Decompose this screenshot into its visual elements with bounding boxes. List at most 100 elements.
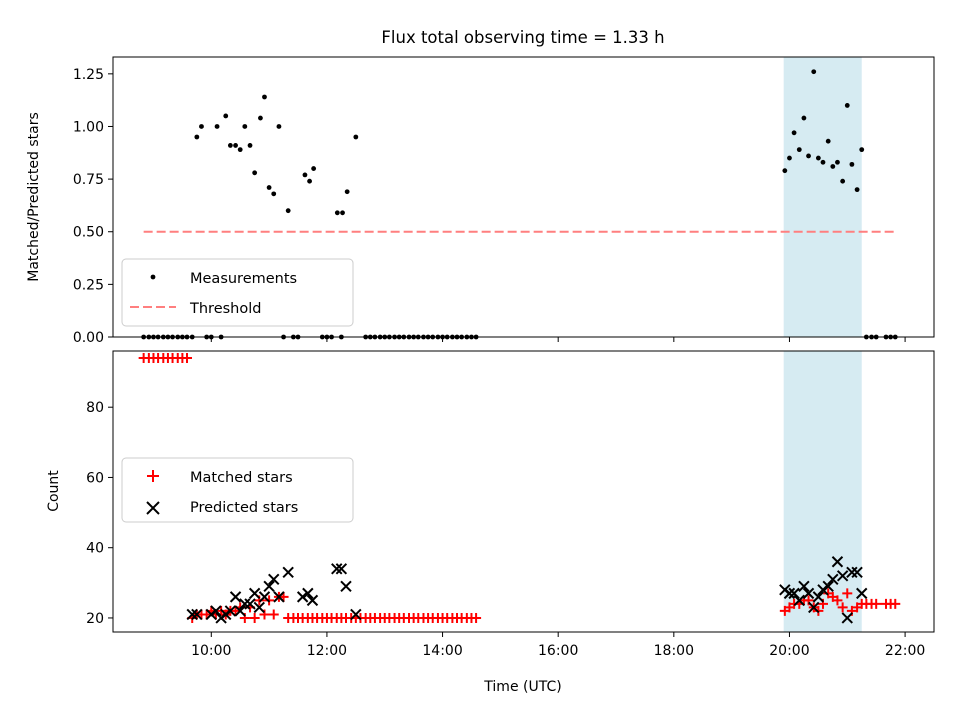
matched-stars-point bbox=[249, 612, 260, 623]
matched-stars-legend-marker bbox=[147, 470, 159, 482]
predicted-stars-point bbox=[841, 612, 853, 624]
predicted-stars-point bbox=[822, 580, 834, 593]
measurements-point bbox=[806, 153, 811, 159]
predicted-stars-point bbox=[268, 573, 280, 586]
measurements-point bbox=[233, 143, 238, 148]
measurements-point bbox=[844, 103, 850, 108]
y-tick-label: 60 bbox=[86, 470, 104, 486]
measurements-point bbox=[214, 124, 220, 129]
bottom-legend-box bbox=[121, 457, 354, 523]
predicted-stars-point bbox=[783, 587, 796, 600]
predicted-stars-point bbox=[258, 591, 271, 603]
predicted-stars-legend-label: Predicted stars bbox=[190, 500, 298, 516]
predicted-stars-point bbox=[802, 587, 815, 600]
y-tick-label: 0.50 bbox=[73, 225, 104, 241]
measurements-point bbox=[307, 178, 312, 184]
measurements-point bbox=[782, 168, 788, 174]
matched-stars-point bbox=[803, 595, 814, 606]
bottom-x-ticks: 10:00 12:00 14:00 16:00 18:00 20:00 22:00 bbox=[191, 632, 925, 659]
measurements-point bbox=[820, 159, 826, 165]
measurements-point bbox=[247, 143, 253, 148]
y-tick-label: 0.00 bbox=[73, 330, 104, 346]
measurements-point bbox=[825, 138, 831, 144]
measurements-legend-label: Measurements bbox=[190, 271, 297, 287]
measurements-point bbox=[854, 187, 860, 193]
measurements-point bbox=[262, 94, 267, 100]
predicted-stars-point bbox=[191, 608, 203, 621]
measurements-point bbox=[199, 124, 204, 129]
measurements-point bbox=[271, 191, 277, 197]
measurements-point bbox=[266, 185, 272, 190]
x-tick-label: 16:00 bbox=[538, 643, 578, 659]
y-tick-label: 0.75 bbox=[73, 172, 104, 188]
predicted-stars-point bbox=[856, 587, 868, 600]
bottom-highlight-band bbox=[783, 351, 862, 632]
threshold-legend-label: Threshold bbox=[189, 301, 261, 317]
predicted-stars-point bbox=[229, 591, 242, 603]
predicted-stars-point bbox=[239, 598, 251, 610]
measurements-legend-marker bbox=[150, 274, 156, 280]
predicted-stars-point bbox=[306, 594, 319, 607]
measurements-point bbox=[815, 155, 821, 161]
y-tick-label: 20 bbox=[86, 611, 104, 627]
bottom-y-ticks: 20 40 60 80 bbox=[86, 400, 113, 627]
predicted-stars-point bbox=[186, 608, 198, 621]
bottom-y-axis-label: Count bbox=[46, 470, 62, 512]
measurements-point bbox=[194, 134, 200, 140]
x-tick-label: 10:00 bbox=[191, 643, 231, 659]
predicted-stars-point bbox=[244, 598, 256, 610]
y-tick-label: 0.25 bbox=[73, 277, 104, 293]
measurements-point bbox=[787, 155, 792, 161]
measurements-point bbox=[849, 161, 855, 167]
predicted-stars-point bbox=[827, 573, 839, 586]
predicted-stars-point bbox=[234, 605, 246, 617]
chart-title: Flux total observing time = 1.33 h bbox=[381, 28, 664, 47]
x-tick-label: 20:00 bbox=[769, 643, 809, 659]
x-tick-label: 22:00 bbox=[885, 643, 925, 659]
matched-stars-point bbox=[268, 609, 279, 620]
measurements-point bbox=[258, 115, 263, 121]
top-legend-box bbox=[121, 258, 354, 327]
predicted-stars-point bbox=[224, 605, 237, 617]
predicted-stars-point bbox=[340, 580, 352, 593]
measurements-point bbox=[252, 170, 258, 176]
predicted-stars-point bbox=[335, 563, 348, 575]
measurements-point bbox=[237, 147, 243, 153]
predicted-stars-point bbox=[282, 566, 294, 578]
y-tick-label: 40 bbox=[86, 541, 104, 557]
measurements-point bbox=[242, 124, 248, 129]
measurements-point bbox=[227, 143, 233, 148]
top-highlight-band bbox=[783, 57, 862, 337]
predicted-stars-point bbox=[273, 591, 285, 603]
matched-stars-point bbox=[832, 595, 843, 606]
predicted-stars-point bbox=[350, 608, 362, 621]
predicted-stars-point bbox=[851, 566, 863, 578]
measurements-point bbox=[835, 159, 840, 165]
measurements-point bbox=[340, 210, 345, 216]
top-legend: Measurements Threshold bbox=[121, 258, 354, 327]
top-axes-frame bbox=[112, 56, 935, 338]
measurements-point bbox=[276, 124, 282, 129]
y-tick-label: 1.25 bbox=[73, 67, 104, 83]
top-y-axis-label: Matched/Predicted stars bbox=[26, 112, 42, 282]
predicted-stars-point bbox=[788, 587, 800, 600]
predicted-stars-point bbox=[263, 580, 275, 593]
y-tick-label: 1.00 bbox=[73, 119, 104, 135]
predicted-stars-point bbox=[836, 570, 849, 582]
top-panel: 0.00 0.25 0.50 0.75 1.00 1.25 Matched/Predict… bbox=[26, 56, 935, 346]
measurements-point bbox=[840, 178, 846, 184]
measurements-point bbox=[344, 189, 350, 195]
matched-stars-point bbox=[259, 609, 270, 620]
matched-stars-point bbox=[471, 612, 482, 623]
matched-stars-legend-label: Matched stars bbox=[190, 470, 293, 486]
predicted-stars-point bbox=[846, 566, 858, 578]
matched-stars-point bbox=[182, 353, 193, 364]
measurements-point bbox=[801, 115, 807, 121]
measurements-point bbox=[811, 69, 817, 75]
predicted-stars-point bbox=[296, 591, 309, 603]
measurements-point bbox=[791, 130, 797, 136]
predicted-stars-point bbox=[210, 605, 222, 617]
measurements-point bbox=[334, 210, 340, 216]
predicted-stars-legend-marker bbox=[146, 501, 160, 515]
